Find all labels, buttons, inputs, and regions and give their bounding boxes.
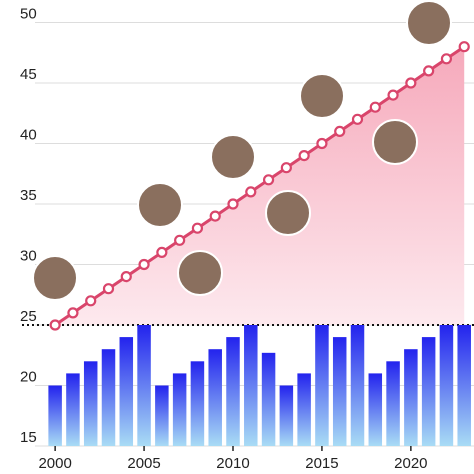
- y-tick-label: 25: [20, 308, 37, 325]
- bar: [439, 325, 454, 446]
- bar-layer: [48, 325, 471, 446]
- line-point: [49, 319, 61, 331]
- line-layer: [49, 41, 470, 331]
- line-point: [262, 174, 275, 186]
- line-point: [120, 271, 132, 283]
- line-point: [209, 210, 221, 222]
- bar: [368, 373, 383, 446]
- line-point: [405, 77, 417, 89]
- portrait: [210, 134, 256, 180]
- line-point: [191, 222, 204, 234]
- portrait: [177, 250, 223, 296]
- x-tick-label: 2015: [305, 455, 338, 472]
- bar: [190, 361, 205, 446]
- line-point: [334, 125, 346, 137]
- portrait: [265, 190, 311, 236]
- bar: [101, 349, 116, 446]
- bar: [332, 337, 347, 446]
- area: [55, 46, 465, 325]
- portrait: [299, 73, 345, 119]
- area-layer: [22, 46, 474, 326]
- line-point: [387, 89, 399, 101]
- bar: [66, 373, 80, 446]
- bar: [297, 373, 311, 446]
- line-point: [174, 234, 186, 246]
- portrait: [372, 119, 418, 165]
- line-point: [369, 101, 381, 113]
- line-point: [245, 186, 257, 198]
- bar: [208, 349, 222, 446]
- line-point: [227, 198, 239, 210]
- line-point: [102, 283, 115, 295]
- y-tick-label: 35: [20, 187, 37, 204]
- portrait: [406, 0, 452, 46]
- line-point: [458, 41, 470, 53]
- bar: [48, 385, 62, 446]
- y-tick-label: 30: [20, 248, 37, 265]
- y-tick-label: 40: [20, 127, 37, 144]
- bar: [83, 361, 98, 446]
- line-point: [280, 162, 292, 174]
- bar: [404, 349, 418, 446]
- bar: [421, 337, 436, 446]
- bar: [226, 337, 240, 446]
- bar: [155, 385, 169, 446]
- x-tick-label: 2020: [394, 455, 427, 472]
- bar: [261, 352, 276, 446]
- line-point: [440, 53, 453, 65]
- line-point: [85, 295, 97, 307]
- bar: [457, 325, 471, 446]
- portrait: [32, 255, 78, 301]
- bar: [386, 361, 400, 446]
- x-tick-label: 2005: [127, 455, 160, 472]
- y-tick-label: 20: [20, 369, 37, 386]
- line-point: [156, 246, 168, 258]
- bar: [315, 325, 329, 446]
- line-point: [298, 150, 310, 162]
- bar: [279, 385, 294, 446]
- line-point: [316, 137, 328, 150]
- y-tick-label: 15: [20, 429, 37, 446]
- bar: [172, 373, 187, 446]
- portrait: [137, 182, 183, 228]
- bar: [119, 337, 134, 446]
- x-tick-label: 2000: [38, 455, 71, 472]
- bar: [244, 325, 258, 446]
- y-tick-label: 50: [20, 6, 37, 23]
- line-point: [351, 113, 364, 125]
- line-point: [423, 65, 435, 77]
- line-point: [67, 307, 79, 319]
- x-tick-label: 2010: [216, 455, 249, 472]
- portraits: [32, 0, 452, 301]
- bar: [137, 325, 151, 446]
- y-tick-label: 45: [20, 66, 37, 83]
- line-point: [138, 258, 150, 271]
- bar: [350, 325, 365, 446]
